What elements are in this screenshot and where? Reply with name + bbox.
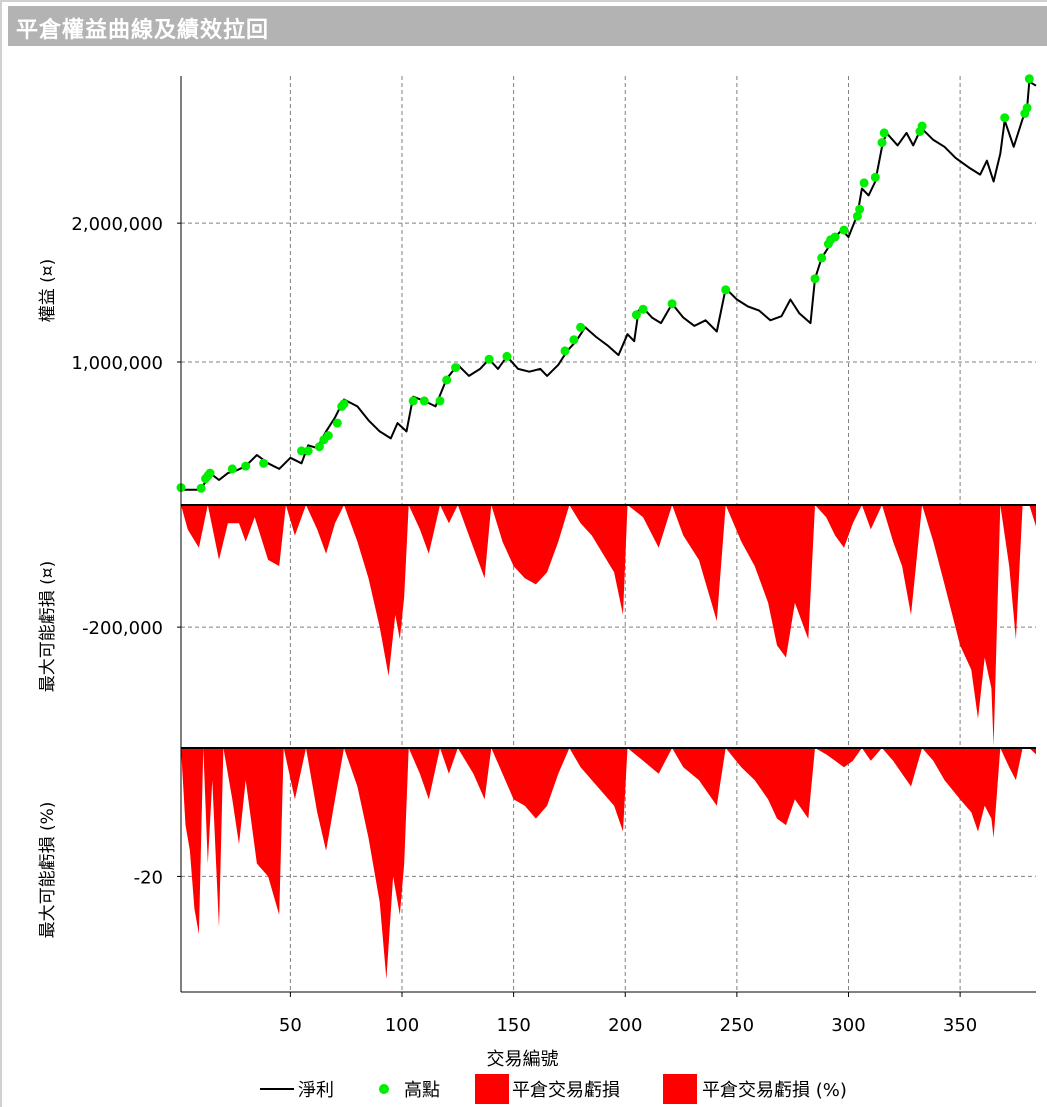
high-point-marker xyxy=(917,121,927,131)
high-point-marker xyxy=(877,138,887,148)
x-tick-label: 100 xyxy=(385,1015,419,1036)
y-axis-label: 最大可能虧損 (¤) xyxy=(38,561,58,692)
x-tick-label: 150 xyxy=(496,1015,530,1036)
y-tick-label: -200,000 xyxy=(82,618,163,639)
high-point-marker xyxy=(314,442,324,452)
legend-area-percent-swatch xyxy=(663,1074,697,1104)
high-point-marker xyxy=(339,399,349,409)
high-point-marker xyxy=(638,304,648,314)
y-tick-label: 1,000,000 xyxy=(71,353,163,374)
high-point-marker xyxy=(576,322,586,332)
high-point-marker xyxy=(879,128,889,138)
high-point-marker xyxy=(560,346,570,356)
legend-marker-swatch xyxy=(379,1084,389,1094)
y-axis-label: 最大可能虧損 (%) xyxy=(38,802,58,939)
panel-title: 平倉權益曲線及績效拉回 xyxy=(16,18,270,43)
x-axis-label: 交易編號 xyxy=(487,1049,559,1070)
high-point-marker xyxy=(502,351,512,361)
high-point-marker xyxy=(419,396,429,406)
y-axis-label: 權益 (¤) xyxy=(38,259,58,322)
net-profit-line xyxy=(181,80,1037,491)
high-point-marker xyxy=(569,335,579,345)
high-point-marker xyxy=(408,396,418,406)
high-point-marker xyxy=(303,446,313,456)
high-point-marker xyxy=(830,232,840,242)
legend-label-net-profit: 淨利 xyxy=(298,1080,334,1101)
x-tick-label: 350 xyxy=(943,1015,977,1036)
high-point-marker xyxy=(196,483,206,493)
high-point-marker xyxy=(817,253,827,263)
drawdown-area xyxy=(181,505,1036,747)
high-point-marker xyxy=(451,363,461,373)
high-point-marker xyxy=(259,458,269,468)
x-tick-label: 300 xyxy=(831,1015,865,1036)
legend-label-high-point: 高點 xyxy=(404,1080,440,1101)
high-point-marker xyxy=(859,178,869,188)
panel-title-bar: 平倉權益曲線及績效拉回 xyxy=(8,6,1047,46)
legend-label-drawdown-percent: 平倉交易虧損 (%) xyxy=(702,1080,847,1101)
high-point-marker xyxy=(241,461,251,471)
high-point-marker xyxy=(870,172,880,182)
drawdown-area xyxy=(181,748,1036,980)
high-point-marker xyxy=(297,446,306,456)
label-layer: 1,000,000 2,000,000 權益 (¤) -200,000 最大可能虧損 (… xyxy=(38,214,977,1070)
high-point-marker xyxy=(1024,74,1034,84)
high-point-marker xyxy=(323,431,333,441)
high-point-marker xyxy=(1022,103,1032,113)
high-point-marker xyxy=(839,225,849,235)
high-point-marker xyxy=(332,418,342,428)
high-point-marker xyxy=(227,464,237,474)
high-point-marker xyxy=(631,310,641,320)
high-point-marker xyxy=(667,299,677,309)
high-point-marker xyxy=(484,354,494,364)
line-layer xyxy=(176,74,1037,493)
legend-area-swatch xyxy=(475,1074,509,1104)
x-tick-label: 200 xyxy=(608,1015,642,1036)
high-point-marker xyxy=(855,204,865,214)
high-point-marker xyxy=(810,274,820,284)
x-tick-label: 250 xyxy=(720,1015,754,1036)
high-point-marker xyxy=(442,375,452,385)
high-point-marker xyxy=(721,285,731,295)
y-tick-label: 2,000,000 xyxy=(71,214,163,235)
area-layer xyxy=(181,505,1036,980)
axis-layer xyxy=(177,76,1036,997)
high-point-marker xyxy=(205,468,215,478)
legend: 淨利 高點 平倉交易虧損 平倉交易虧損 (%) xyxy=(260,1074,847,1104)
y-tick-label: -20 xyxy=(134,867,163,888)
high-point-marker xyxy=(435,396,445,406)
legend-label-drawdown: 平倉交易虧損 xyxy=(512,1080,620,1101)
x-tick-label: 50 xyxy=(279,1015,302,1036)
high-point-marker xyxy=(1000,113,1010,123)
high-point-marker xyxy=(852,211,862,221)
